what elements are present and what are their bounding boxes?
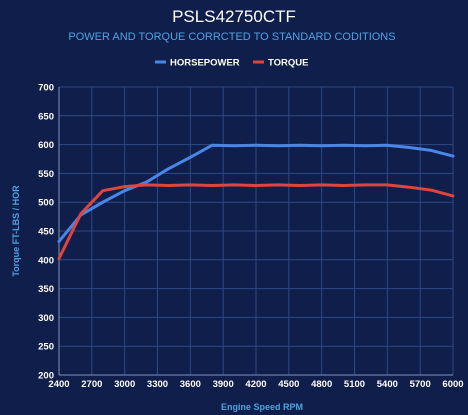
x-tick-label: 3900 xyxy=(213,379,234,390)
x-axis-label: Engine Speed RPM xyxy=(221,402,303,412)
y-tick-label: 400 xyxy=(38,255,54,266)
x-tick-label: 2400 xyxy=(48,379,69,390)
y-tick-label: 350 xyxy=(38,284,54,295)
x-tick-label: 4800 xyxy=(311,379,332,390)
x-tick-label: 3000 xyxy=(114,379,135,390)
y-axis-ticks: 200 250 300 350 400 450 500 550 600 650 700 xyxy=(38,83,54,382)
y-axis-label: Torque FT-LBS / HOR xyxy=(11,185,21,277)
y-tick-label: 650 xyxy=(38,111,54,122)
x-tick-label: 6000 xyxy=(442,379,463,390)
legend: HORSEPOWER TORQUE xyxy=(155,58,308,69)
chart-title: PSLS42750CTF xyxy=(172,7,296,26)
y-tick-label: 300 xyxy=(38,313,54,324)
legend-label-horsepower: HORSEPOWER xyxy=(170,58,240,69)
y-tick-label: 450 xyxy=(38,227,54,238)
x-tick-label: 3300 xyxy=(147,379,168,390)
y-tick-label: 550 xyxy=(38,169,54,180)
y-tick-label: 600 xyxy=(38,140,54,151)
y-tick-label: 250 xyxy=(38,342,54,353)
gridlines xyxy=(58,86,454,376)
chart-subtitle: POWER AND TORQUE CORRCTED TO STANDARD CO… xyxy=(68,31,395,43)
x-tick-label: 2700 xyxy=(81,379,102,390)
x-tick-label: 4200 xyxy=(245,379,266,390)
x-tick-label: 5100 xyxy=(344,379,365,390)
x-tick-label: 4500 xyxy=(278,379,299,390)
series-lines xyxy=(57,143,455,261)
x-axis-ticks: 2400 2700 3000 3300 3600 3900 4200 4500 4800 5100… xyxy=(48,379,463,390)
x-tick-label: 5700 xyxy=(410,379,431,390)
legend-label-torque: TORQUE xyxy=(268,58,308,69)
y-tick-label: 700 xyxy=(38,83,54,94)
x-tick-label: 5400 xyxy=(377,379,398,390)
series-line-torque xyxy=(57,183,455,261)
y-tick-label: 500 xyxy=(38,198,54,209)
x-tick-label: 3600 xyxy=(180,379,201,390)
y-tick-label: 200 xyxy=(38,371,54,382)
series-line-horsepower xyxy=(57,143,455,243)
